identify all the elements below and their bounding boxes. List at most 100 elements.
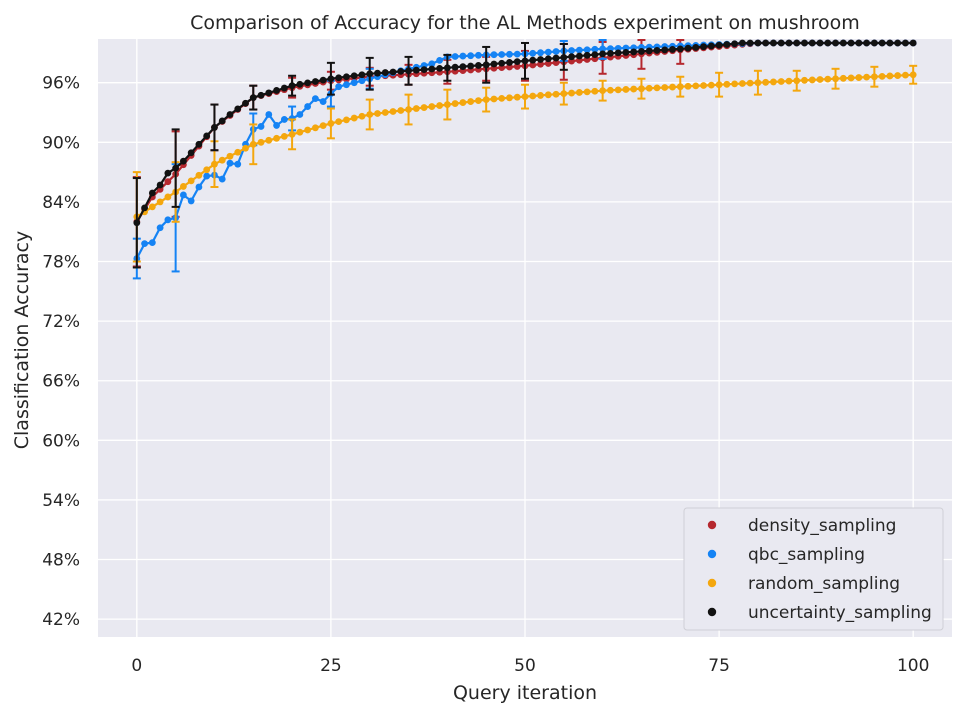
data-point xyxy=(141,240,148,248)
error-bar xyxy=(249,84,258,111)
data-point xyxy=(839,74,847,82)
data-point xyxy=(808,76,816,84)
data-point xyxy=(863,39,870,47)
data-point xyxy=(280,132,288,140)
data-point xyxy=(296,111,304,118)
data-point xyxy=(785,39,793,47)
data-point xyxy=(669,83,676,91)
data-point xyxy=(676,45,684,53)
error-bar xyxy=(210,103,219,152)
data-point xyxy=(723,80,731,88)
data-point xyxy=(397,107,405,114)
data-point xyxy=(754,39,762,47)
error-bar xyxy=(521,41,529,80)
data-point xyxy=(459,52,467,60)
data-point xyxy=(156,224,164,232)
data-point xyxy=(265,136,273,144)
data-point xyxy=(506,59,513,66)
x-tick-label: 75 xyxy=(708,656,730,676)
error-bar xyxy=(288,118,297,151)
x-tick-label: 0 xyxy=(131,656,142,676)
data-point xyxy=(296,128,304,136)
data-point xyxy=(599,50,607,58)
data-point xyxy=(343,116,350,124)
data-point xyxy=(607,86,614,94)
y-tick-label: 84% xyxy=(42,193,80,213)
data-point xyxy=(894,72,902,79)
x-tick-labels: 0 25 50 75 100 xyxy=(131,656,929,676)
data-point xyxy=(529,61,537,69)
legend-label: uncertainty_sampling xyxy=(748,603,932,623)
legend-label: density_sampling xyxy=(748,516,896,536)
error-bar xyxy=(559,81,568,106)
data-point xyxy=(902,71,909,79)
x-tick-label: 100 xyxy=(897,656,929,676)
data-point xyxy=(863,73,870,81)
data-point xyxy=(459,99,467,106)
data-point xyxy=(583,51,591,59)
data-point xyxy=(187,197,195,205)
data-point xyxy=(148,239,156,247)
data-point xyxy=(335,118,343,126)
data-point xyxy=(684,44,692,52)
data-point xyxy=(770,39,777,47)
data-point xyxy=(257,138,265,146)
error-bar xyxy=(249,123,258,166)
data-point xyxy=(824,39,832,47)
data-point xyxy=(513,58,521,66)
data-point xyxy=(591,51,599,58)
data-point xyxy=(762,78,770,86)
data-point xyxy=(436,65,443,72)
data-point xyxy=(731,40,739,48)
data-point xyxy=(661,46,669,54)
data-point xyxy=(234,105,242,113)
legend: density_sampling qbc_sampling random_sampl… xyxy=(683,507,944,631)
data-point xyxy=(824,75,832,83)
data-point xyxy=(645,84,653,92)
y-tick-label: 90% xyxy=(42,133,80,153)
chart-title: Comparison of Accuracy for the AL Method… xyxy=(190,12,860,34)
data-point xyxy=(467,62,475,70)
data-point xyxy=(195,171,203,179)
data-point xyxy=(412,105,420,112)
data-point xyxy=(358,71,366,79)
data-point xyxy=(793,39,801,47)
data-point xyxy=(622,86,630,93)
data-point xyxy=(645,47,653,55)
y-tick-labels: 42% 48% 54% 60% 66% 72% 78% 84% 90% 96% xyxy=(42,74,80,630)
y-tick-label: 66% xyxy=(42,372,80,392)
data-point xyxy=(544,48,552,56)
error-bar xyxy=(288,74,297,97)
data-point xyxy=(389,68,397,76)
data-point xyxy=(568,89,575,97)
error-bar xyxy=(598,79,607,102)
data-point xyxy=(459,63,467,71)
data-point xyxy=(568,47,575,54)
data-point xyxy=(428,65,436,73)
data-point xyxy=(242,144,249,152)
error-bar xyxy=(443,88,452,121)
data-point xyxy=(311,78,319,85)
data-point xyxy=(265,89,273,97)
data-point xyxy=(180,191,187,199)
data-point xyxy=(855,74,863,81)
data-point xyxy=(226,159,234,167)
data-point xyxy=(583,88,591,96)
error-bar xyxy=(132,177,141,269)
data-point xyxy=(257,123,265,130)
grid-lines-x xyxy=(136,39,914,637)
data-point xyxy=(614,86,622,94)
data-point xyxy=(148,189,156,197)
legend-marker xyxy=(707,549,717,559)
error-bar xyxy=(559,42,568,71)
data-point xyxy=(490,51,498,59)
data-point xyxy=(878,72,886,80)
data-point xyxy=(257,91,265,99)
data-point xyxy=(436,102,443,109)
data-point xyxy=(707,42,715,50)
legend-entry: qbc_sampling xyxy=(707,545,865,565)
error-bar xyxy=(365,98,374,131)
data-point xyxy=(467,98,475,105)
data-point xyxy=(630,48,638,56)
data-point xyxy=(909,39,917,47)
